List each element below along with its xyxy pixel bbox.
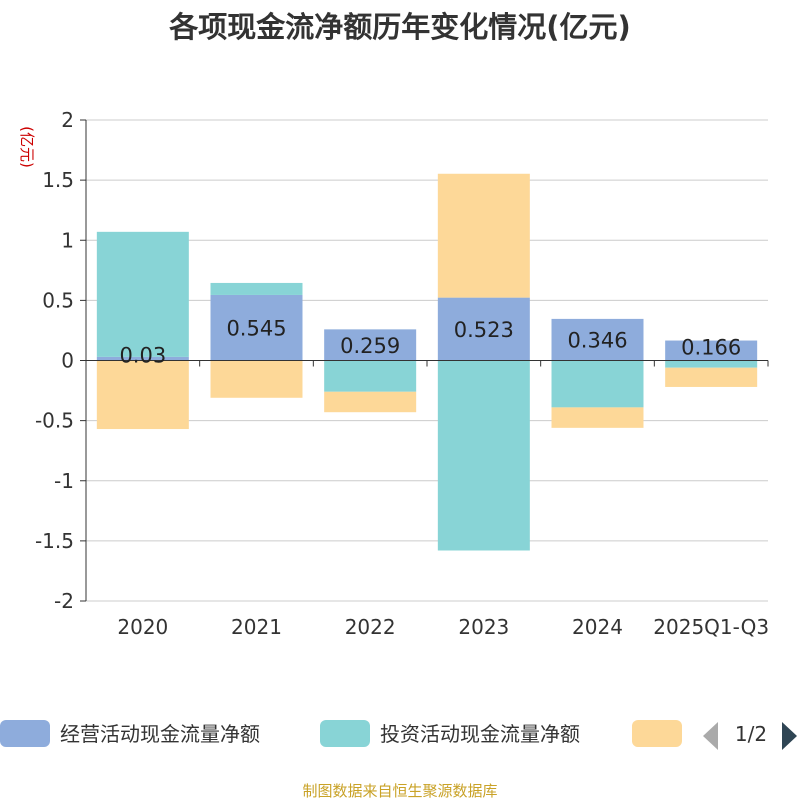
bar-value-label: 0.259 [340,334,400,358]
y-axis-unit: (亿元) [18,126,36,168]
x-tick-label: 2024 [572,615,623,639]
legend-swatch-financing [632,720,682,747]
y-tick-label: -2 [54,589,74,613]
bar-series2[interactable] [324,391,417,413]
bar-series0[interactable] [551,318,644,361]
bar-value-label: 0.523 [454,318,514,342]
y-tick-label: -1 [54,469,74,493]
bar-series0[interactable] [437,297,530,361]
x-tick-label: 2025Q1-Q3 [653,615,769,639]
legend-label-investing: 投资活动现金流量净额 [380,722,580,746]
bar-value-label: 0.03 [119,344,166,368]
bar-value-label: 0.166 [681,336,741,360]
bar-series2[interactable] [665,367,758,387]
data-labels: 0.03 0.545 0.259 0.523 0.346 0.166 [119,317,741,368]
bar-series1[interactable] [551,360,644,408]
x-tick-label: 2020 [117,615,168,639]
x-tick-label: 2021 [231,615,282,639]
bar-series2[interactable] [551,407,644,428]
y-tick-label: -0.5 [35,409,74,433]
bar-series0[interactable] [210,294,303,361]
bar-series0[interactable] [96,356,189,361]
bar-series1[interactable] [437,360,530,551]
y-tick-label: 1.5 [42,168,74,192]
y-tick-label: 0.5 [42,288,74,312]
bar-series2[interactable] [210,360,303,398]
bar-series1[interactable] [324,360,417,392]
legend-next-page-icon[interactable] [782,722,797,750]
bar-value-label: 0.346 [567,329,627,353]
y-tick-label: -1.5 [35,529,74,553]
bar-series1[interactable] [210,282,303,295]
legend-swatch-investing [320,720,370,747]
bars [96,173,758,551]
y-tick-label: 1 [61,228,74,252]
source-note: 制图数据来自恒生聚源数据库 [302,782,497,800]
bar-series2[interactable] [96,360,189,430]
bar-series0[interactable] [324,329,417,361]
legend-item-investing[interactable]: 投资活动现金流量净额 [320,720,580,747]
x-tick-label: 2022 [345,615,396,639]
x-tick-label: 2023 [458,615,509,639]
legend: 经营活动现金流量净额 投资活动现金流量净额 1/2 [0,720,797,750]
bar-value-label: 0.545 [226,317,286,341]
legend-label-operating: 经营活动现金流量净额 [60,722,260,746]
bar-series2[interactable] [437,173,530,298]
chart-title: 各项现金流净额历年变化情况(亿元) [168,10,631,44]
legend-item-operating[interactable]: 经营活动现金流量净额 [0,720,260,747]
y-tick-label: 2 [61,108,74,132]
legend-item-financing[interactable] [632,720,682,747]
bar-series1[interactable] [665,360,758,368]
legend-prev-page-icon[interactable] [703,722,718,750]
bar-series0[interactable] [665,340,758,361]
axes: 2 1.5 1 0.5 0 -0.5 -1 -1.5 -2 2020 2021 2022 2023 202… [35,108,769,639]
y-tick-label: 0 [61,349,74,373]
legend-page-indicator: 1/2 [735,722,767,746]
bar-series1[interactable] [96,231,189,357]
legend-swatch-operating [0,720,50,747]
